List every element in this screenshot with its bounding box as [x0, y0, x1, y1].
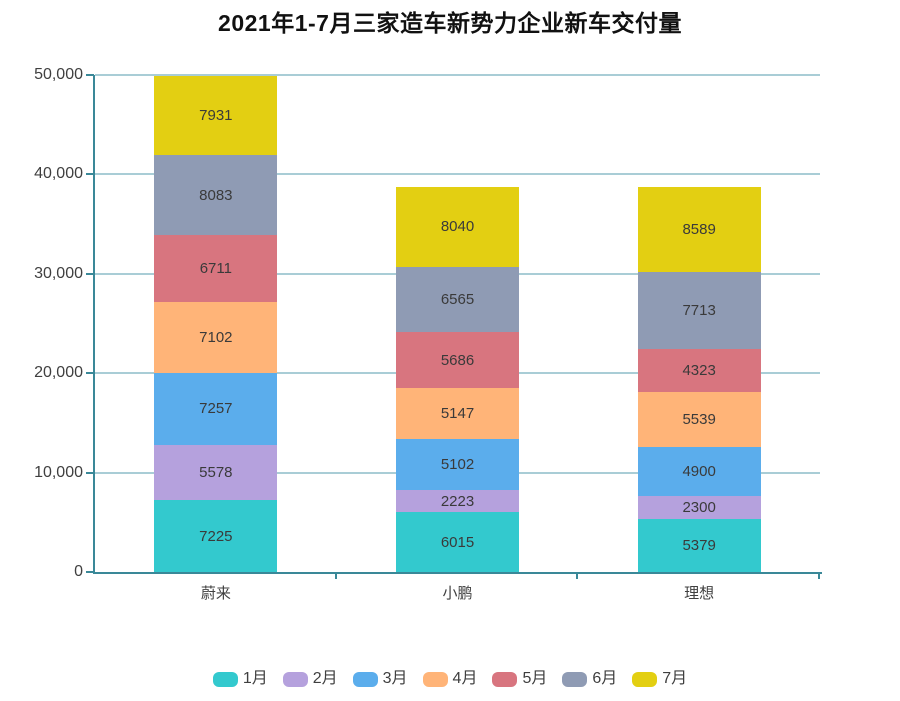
bar-value-label: 7713: [682, 302, 716, 320]
legend-swatch: [352, 671, 378, 687]
bar-value-label: 2300: [682, 498, 716, 516]
bar-segment[interactable]: 7225: [154, 500, 278, 572]
legend-label: 2月: [312, 670, 338, 687]
bar-value-label: 8083: [199, 186, 233, 204]
bar-column: 6015 2223 5102 5147 5686 6565 8040: [396, 186, 519, 572]
bar-value-label: 5686: [440, 351, 475, 369]
y-axis-tick-label: 30,000: [34, 264, 83, 282]
legend-swatch: [492, 671, 518, 687]
plot-area: 0 10,000 20,000 30,000 40,000 50,000 7225 5578…: [34, 66, 822, 602]
x-axis-tick: [576, 572, 579, 579]
bar-column: 7225 5578 7257 7102 6711 8083 7931: [154, 76, 278, 572]
legend-item[interactable]: 4月: [422, 670, 478, 687]
x-axis-category-label: 理想: [684, 585, 715, 602]
bar-segment[interactable]: 5539: [637, 391, 761, 447]
gridline: [95, 74, 820, 76]
legend-item[interactable]: 2月: [282, 670, 338, 687]
bar-column: 5379 2300 4900 5539 4323 7713 8589: [637, 186, 761, 572]
y-axis-line: [93, 75, 95, 574]
bar-value-label: 6015: [440, 533, 475, 551]
bar-segment[interactable]: 6711: [154, 235, 278, 303]
y-axis-tick-label: 20,000: [34, 364, 83, 382]
bar-segment[interactable]: 8589: [637, 186, 761, 273]
bar-segment[interactable]: 5102: [396, 439, 519, 491]
legend-label: 6月: [592, 670, 618, 687]
x-axis-line: [93, 572, 822, 574]
y-axis-tick: [86, 372, 94, 375]
y-axis-tick-label: 40,000: [34, 165, 83, 183]
bar-value-label: 5539: [682, 410, 716, 428]
x-axis-category-label: 蔚来: [200, 585, 231, 602]
bar-segment[interactable]: 4323: [637, 348, 761, 392]
legend-swatch: [212, 671, 238, 687]
bar-value-label: 6711: [199, 260, 232, 278]
bar-segment[interactable]: 8040: [396, 186, 519, 267]
legend-item[interactable]: 6月: [562, 671, 617, 687]
legend-swatch: [632, 671, 658, 687]
bar-segment[interactable]: 6565: [396, 266, 519, 332]
bar-segment[interactable]: 7713: [637, 272, 761, 349]
y-axis-tick: [86, 74, 94, 76]
y-axis-tick: [86, 272, 94, 275]
y-axis-tick: [86, 173, 94, 176]
y-axis-tick: [86, 571, 94, 573]
bar-segment[interactable]: 4900: [637, 446, 761, 496]
legend-swatch: [282, 671, 308, 687]
y-axis-tick-label: 10,000: [34, 463, 83, 481]
bar-segment[interactable]: 5379: [637, 518, 761, 572]
legend-label: 5月: [522, 670, 548, 687]
x-axis-tick: [334, 572, 337, 579]
bar-segment[interactable]: 5147: [396, 388, 519, 440]
bar-value-label: 7257: [199, 400, 233, 418]
bar-value-label: 5102: [440, 456, 475, 474]
bar-segment[interactable]: 8083: [154, 154, 278, 236]
bar-segment[interactable]: 6015: [396, 512, 519, 572]
y-axis-tick-label: 50,000: [34, 66, 83, 83]
bar-value-label: 5147: [440, 405, 475, 423]
bar-value-label: 6565: [440, 290, 475, 308]
chart-title: 2021年1-7月三家造车新势力企业新车交付量: [218, 10, 682, 36]
legend-label: 1月: [242, 670, 268, 687]
bar-value-label: 8589: [682, 221, 716, 239]
bar-value-label: 5379: [682, 536, 716, 554]
bar-value-label: 7225: [199, 527, 233, 545]
bar-value-label: 5578: [199, 463, 233, 481]
bar-segment[interactable]: 5686: [396, 331, 519, 389]
legend-item[interactable]: 3月: [352, 670, 408, 687]
bar-segment[interactable]: 7931: [154, 76, 278, 155]
legend-swatch: [422, 671, 448, 687]
legend-item[interactable]: 7月: [632, 671, 687, 687]
legend-label: 4月: [452, 670, 478, 687]
legend-label: 7月: [662, 670, 688, 687]
bar-value-label: 7102: [199, 328, 233, 346]
x-axis-tick: [818, 572, 820, 579]
y-axis-tick-label: 0: [74, 563, 83, 580]
bar-segment[interactable]: 5578: [154, 444, 278, 501]
bar-value-label: 2223: [440, 492, 475, 510]
bar-segment[interactable]: 2223: [396, 490, 519, 513]
bar-value-label: 4323: [682, 361, 716, 379]
bar-value-label: 8040: [440, 218, 475, 236]
legend: 1月 2月 3月 4月 5月 6月 7月: [0, 671, 900, 687]
y-axis-tick: [86, 471, 94, 474]
legend-item[interactable]: 5月: [492, 671, 547, 687]
x-axis-category-label: 小鹏: [442, 585, 473, 602]
bar-value-label: 4900: [682, 462, 716, 480]
bar-segment[interactable]: 2300: [637, 495, 761, 519]
bar-value-label: 7931: [199, 107, 233, 125]
bar-segment[interactable]: 7102: [154, 302, 278, 373]
legend-swatch: [562, 671, 588, 687]
legend-label: 3月: [382, 670, 408, 687]
legend-item[interactable]: 1月: [212, 670, 268, 687]
gridline: [95, 173, 820, 176]
bar-segment[interactable]: 7257: [154, 372, 278, 445]
